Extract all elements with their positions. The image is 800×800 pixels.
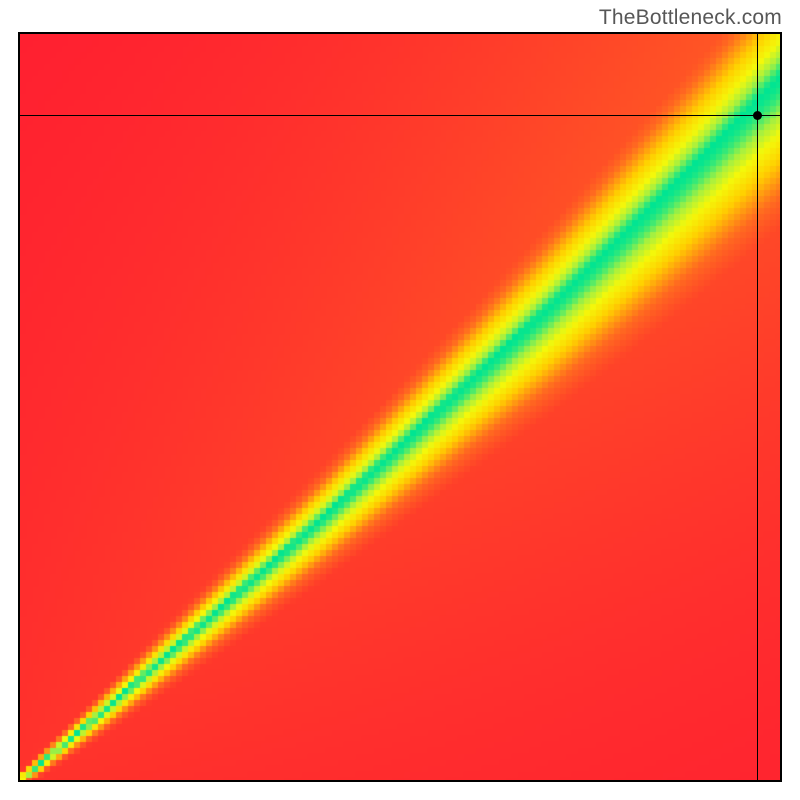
plot-area	[18, 32, 782, 782]
watermark-text: TheBottleneck.com	[599, 6, 782, 30]
marker-point	[753, 111, 762, 120]
heatmap-canvas	[20, 34, 780, 780]
crosshair-horizontal	[20, 115, 780, 116]
crosshair-vertical	[757, 34, 758, 780]
